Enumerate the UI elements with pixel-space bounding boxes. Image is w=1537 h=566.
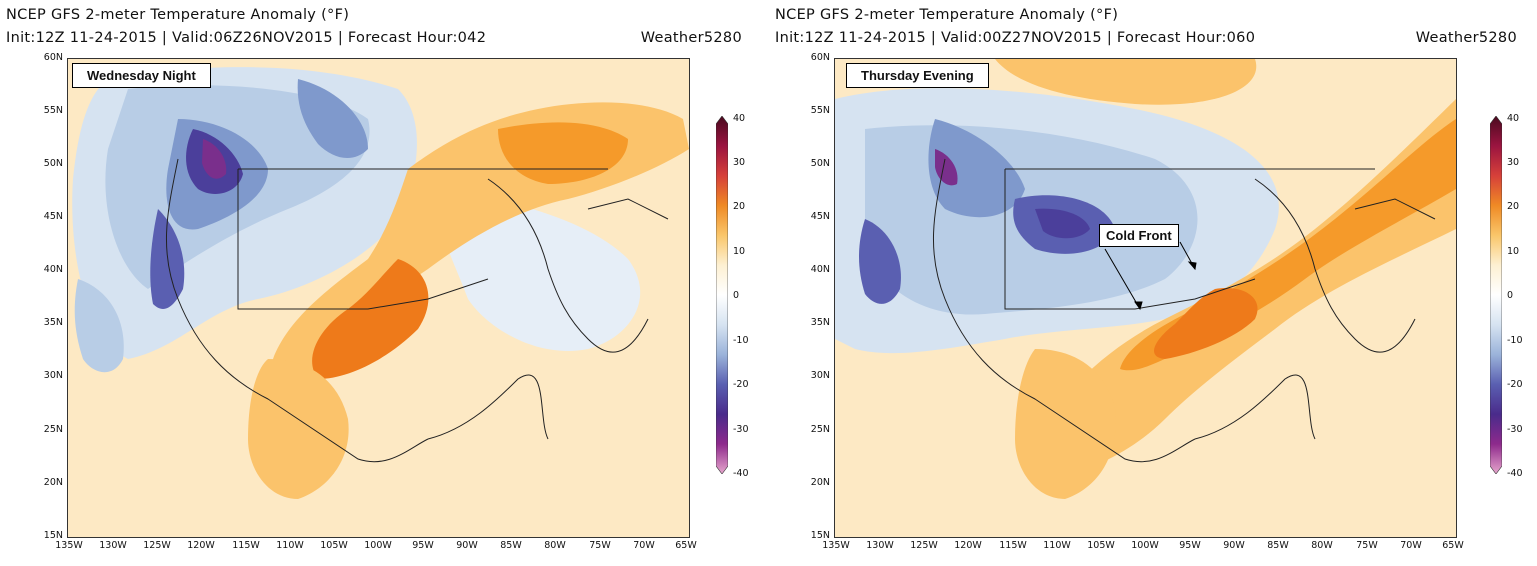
- colorbar-graphic: [1489, 115, 1503, 475]
- lat-tick: 50N: [810, 158, 830, 169]
- colorbar-tick: 0: [733, 290, 740, 301]
- lon-tick: 120W: [187, 540, 215, 551]
- colorbar-tick: 20: [1507, 201, 1520, 212]
- lon-tick: 100W: [1131, 540, 1159, 551]
- anomaly-map-graphic: [68, 59, 689, 537]
- colorbar-tick: -10: [1507, 335, 1523, 346]
- colorbar-tick: 10: [1507, 246, 1520, 257]
- lat-tick: 15N: [43, 530, 63, 541]
- cold-front-label: Cold Front: [1099, 224, 1179, 247]
- lon-tick: 110W: [1043, 540, 1071, 551]
- map-panel-right: NCEP GFS 2-meter Temperature Anomaly (°F…: [769, 0, 1537, 566]
- anomaly-map: [834, 58, 1457, 538]
- lon-tick: 65W: [675, 540, 697, 551]
- colorbar-tick: -30: [733, 424, 749, 435]
- lat-tick: 15N: [810, 530, 830, 541]
- lon-tick: 105W: [320, 540, 348, 551]
- lat-tick: 55N: [43, 105, 63, 116]
- colorbar-tick: -20: [1507, 379, 1523, 390]
- colorbar-tick: 40: [1507, 113, 1520, 124]
- lon-tick: 105W: [1087, 540, 1115, 551]
- lon-tick: 110W: [276, 540, 304, 551]
- lon-tick: 90W: [456, 540, 478, 551]
- lon-tick: 120W: [954, 540, 982, 551]
- lat-tick: 35N: [810, 317, 830, 328]
- lon-tick: 135W: [822, 540, 850, 551]
- lon-tick: 90W: [1223, 540, 1245, 551]
- lon-tick: 115W: [999, 540, 1027, 551]
- map-panel-left: NCEP GFS 2-meter Temperature Anomaly (°F…: [0, 0, 768, 566]
- panel-subtitle: Init:12Z 11-24-2015 | Valid:06Z26NOV2015…: [6, 30, 487, 46]
- lon-tick: 115W: [232, 540, 260, 551]
- lon-tick: 125W: [910, 540, 938, 551]
- lat-tick: 60N: [810, 52, 830, 63]
- colorbar-tick: -20: [733, 379, 749, 390]
- lon-tick: 75W: [589, 540, 611, 551]
- colorbar-tick: -30: [1507, 424, 1523, 435]
- lat-tick: 20N: [43, 477, 63, 488]
- lon-tick: 70W: [1400, 540, 1422, 551]
- colorbar-graphic: [715, 115, 729, 475]
- lat-tick: 25N: [43, 424, 63, 435]
- lat-tick: 30N: [43, 370, 63, 381]
- lon-tick: 80W: [1311, 540, 1333, 551]
- panel-credit: Weather5280: [1415, 30, 1517, 46]
- lon-tick: 130W: [99, 540, 127, 551]
- anomaly-map: [67, 58, 690, 538]
- colorbar: [1489, 115, 1503, 475]
- lon-tick: 85W: [500, 540, 522, 551]
- colorbar-tick: -10: [733, 335, 749, 346]
- colorbar-tick: -40: [1507, 468, 1523, 479]
- colorbar-tick: 30: [1507, 157, 1520, 168]
- colorbar: [715, 115, 729, 475]
- lon-tick: 125W: [143, 540, 171, 551]
- colorbar-tick: 10: [733, 246, 746, 257]
- lon-tick: 95W: [1179, 540, 1201, 551]
- colorbar-tick: 40: [733, 113, 746, 124]
- lon-tick: 65W: [1442, 540, 1464, 551]
- colorbar-tick: -40: [733, 468, 749, 479]
- panel-subtitle: Init:12Z 11-24-2015 | Valid:00Z27NOV2015…: [775, 30, 1256, 46]
- lon-tick: 135W: [55, 540, 83, 551]
- lat-tick: 60N: [43, 52, 63, 63]
- colorbar-tick: 20: [733, 201, 746, 212]
- cold-front-arrows: [1104, 241, 1197, 311]
- panel-title: NCEP GFS 2-meter Temperature Anomaly (°F…: [775, 7, 1119, 23]
- lat-tick: 30N: [810, 370, 830, 381]
- time-label: Wednesday Night: [72, 63, 211, 88]
- lon-tick: 85W: [1267, 540, 1289, 551]
- lat-tick: 55N: [810, 105, 830, 116]
- lat-tick: 50N: [43, 158, 63, 169]
- panel-title: NCEP GFS 2-meter Temperature Anomaly (°F…: [6, 7, 350, 23]
- lon-tick: 80W: [544, 540, 566, 551]
- lat-tick: 25N: [810, 424, 830, 435]
- lon-tick: 95W: [412, 540, 434, 551]
- colorbar-tick: 30: [733, 157, 746, 168]
- lat-tick: 35N: [43, 317, 63, 328]
- lat-tick: 40N: [810, 264, 830, 275]
- lon-tick: 100W: [364, 540, 392, 551]
- lon-tick: 70W: [633, 540, 655, 551]
- lat-tick: 45N: [810, 211, 830, 222]
- panel-credit: Weather5280: [640, 30, 742, 46]
- time-label: Thursday Evening: [846, 63, 989, 88]
- lon-tick: 75W: [1356, 540, 1378, 551]
- lat-tick: 40N: [43, 264, 63, 275]
- lon-tick: 130W: [866, 540, 894, 551]
- colorbar-tick: 0: [1507, 290, 1514, 301]
- lat-tick: 20N: [810, 477, 830, 488]
- lat-tick: 45N: [43, 211, 63, 222]
- anomaly-map-graphic: [835, 59, 1456, 537]
